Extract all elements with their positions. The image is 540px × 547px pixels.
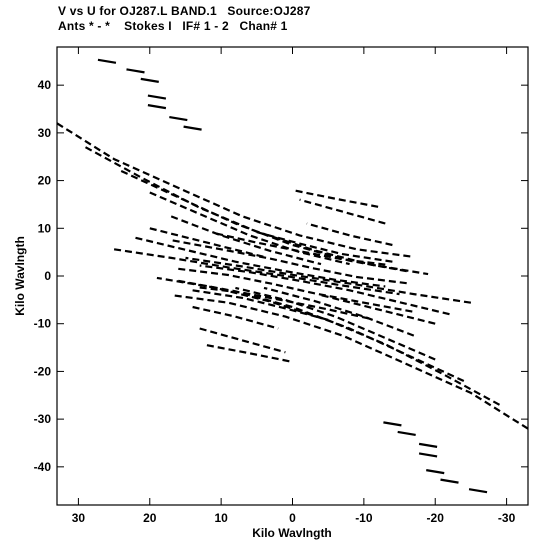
uv-track xyxy=(192,305,279,330)
x-tick-label: 0 xyxy=(289,511,296,525)
uv-track xyxy=(292,189,379,208)
y-tick-label: 20 xyxy=(38,174,52,188)
uv-point xyxy=(147,104,167,110)
axis-ticks xyxy=(57,47,528,505)
uv-track xyxy=(299,198,386,225)
uv-track xyxy=(199,327,286,354)
uv-track xyxy=(199,286,372,320)
uv-track xyxy=(171,239,407,285)
uv-points xyxy=(56,58,529,494)
uv-track xyxy=(306,222,393,247)
uv-track xyxy=(235,286,436,361)
uv-track xyxy=(135,236,386,288)
uv-point xyxy=(418,452,438,458)
uv-track xyxy=(170,215,322,266)
uv-track xyxy=(113,248,400,296)
uv-track xyxy=(192,289,329,321)
uv-point xyxy=(383,421,402,427)
uv-track xyxy=(256,231,393,263)
uv-track xyxy=(149,227,265,258)
uv-point xyxy=(440,478,459,484)
uv-point xyxy=(97,58,117,64)
y-tick-label: 30 xyxy=(38,126,52,140)
x-tick-label: 30 xyxy=(72,511,86,525)
uv-track xyxy=(185,256,472,304)
uv-point xyxy=(140,77,159,83)
uv-track xyxy=(171,294,529,430)
uv-point xyxy=(126,68,145,74)
uv-track xyxy=(213,232,386,266)
y-tick-label: -10 xyxy=(34,317,52,331)
y-tick-label: -30 xyxy=(34,412,52,426)
plot-subtitle: Ants * - * Stokes I IF# 1 - 2 Chan# 1 xyxy=(58,19,288,33)
x-tick-label: 20 xyxy=(143,511,157,525)
y-tick-label: 0 xyxy=(44,269,51,283)
x-tick-label: -10 xyxy=(355,511,373,525)
x-tick-label: -20 xyxy=(427,511,445,525)
uv-point xyxy=(397,430,416,437)
uv-point xyxy=(468,488,488,494)
uv-track xyxy=(320,294,436,325)
x-tick-label: -30 xyxy=(498,511,516,525)
y-tick-label: -20 xyxy=(34,364,52,378)
uv-track xyxy=(149,191,350,266)
uv-point xyxy=(169,115,188,122)
uv-track xyxy=(56,122,414,258)
uv-point xyxy=(183,125,202,131)
x-axis-label: Kilo Wavlngth xyxy=(252,526,332,540)
uv-track xyxy=(178,279,465,382)
uv-track xyxy=(178,267,414,313)
y-tick-label: 10 xyxy=(38,221,52,235)
uv-point xyxy=(418,442,438,448)
y-tick-label: -40 xyxy=(34,460,52,474)
plot-title: V vs U for OJ287.L BAND.1 Source:OJ287 xyxy=(58,4,311,18)
y-tick-label: 40 xyxy=(38,78,52,92)
uv-track xyxy=(263,286,415,337)
x-tick-label: 10 xyxy=(214,511,228,525)
uv-point xyxy=(147,94,167,100)
axis-tick-labels: 30 20 10 0 -10 -20 -30 40 30 20 10 0 -10 -20 -30 -40 xyxy=(34,78,516,525)
y-axis-label: Kilo Wavlngth xyxy=(13,236,27,316)
uv-track xyxy=(199,264,450,316)
uv-track xyxy=(206,344,293,363)
plot-frame xyxy=(56,46,529,506)
uv-point xyxy=(426,469,445,475)
